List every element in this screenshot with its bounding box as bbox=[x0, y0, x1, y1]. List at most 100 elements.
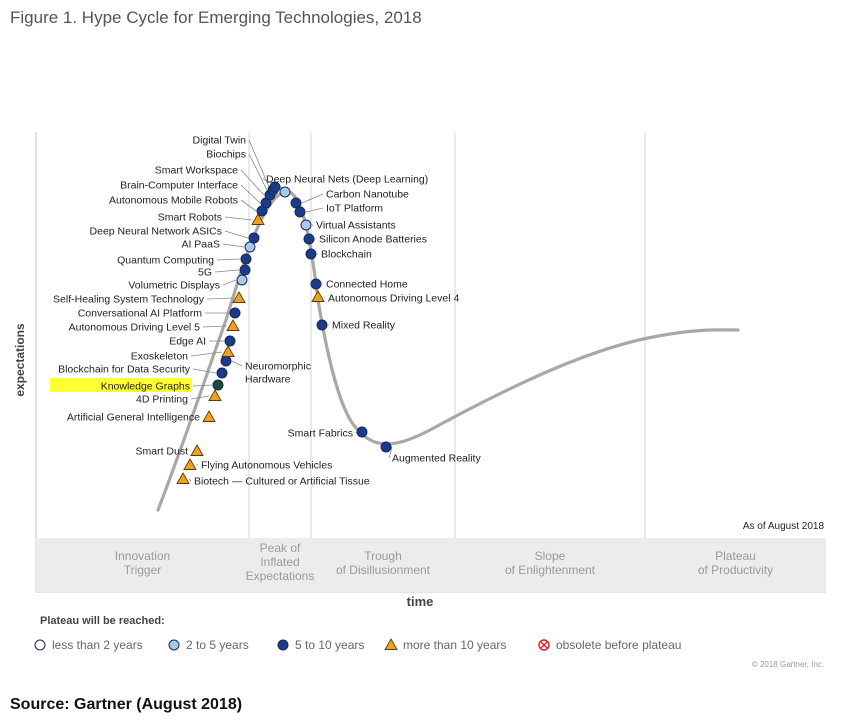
tech-label-artificial-general-intelligence: Artificial General Intelligence bbox=[67, 412, 200, 424]
phase-label-slope-of-enlightenment: Slope of Enlightenment bbox=[505, 549, 596, 577]
technology-markers bbox=[176, 181, 392, 484]
phase-band: Innovation Trigger Peak of Inflated Expectat… bbox=[36, 538, 826, 592]
tech-label-quantum-computing: Quantum Computing bbox=[117, 255, 214, 267]
leader-line bbox=[305, 207, 324, 213]
marker-smart-fabrics bbox=[356, 426, 368, 438]
legend-item-gt10: more than 10 years bbox=[384, 638, 506, 652]
marker-augmented-reality bbox=[380, 441, 392, 453]
marker-volumetric-displays bbox=[236, 274, 248, 286]
hype-curve-layer bbox=[156, 189, 740, 512]
tech-label-4d-printing: 4D Printing bbox=[136, 394, 188, 406]
marker-biotech-cultured-or-artificial-tissue bbox=[176, 472, 190, 484]
leader-line bbox=[216, 258, 241, 261]
tech-label-deep-neural-nets-deep-learning: Deep Neural Nets (Deep Learning) bbox=[266, 174, 428, 186]
leader-line bbox=[224, 216, 253, 221]
tech-label-autonomous-driving-level-5: Autonomous Driving Level 5 bbox=[69, 322, 200, 334]
marker-quantum-computing bbox=[240, 253, 252, 265]
legend-title: Plateau will be reached: bbox=[40, 615, 165, 627]
legend-label: less than 2 years bbox=[52, 638, 143, 652]
phase-band-background bbox=[36, 538, 826, 592]
tech-label-smart-workspace: Smart Workspace bbox=[155, 165, 238, 177]
legend-label: 5 to 10 years bbox=[295, 638, 364, 652]
leader-line bbox=[192, 368, 217, 374]
leader-line bbox=[202, 325, 228, 328]
marker-mixed-reality bbox=[316, 319, 328, 331]
marker-deep-neural-network-asics bbox=[248, 232, 260, 244]
tech-label-digital-twin: Digital Twin bbox=[193, 135, 247, 147]
tech-label-smart-robots: Smart Robots bbox=[158, 212, 222, 224]
marker-flying-autonomous-vehicles bbox=[183, 458, 197, 470]
leader-line bbox=[240, 184, 261, 204]
legend-symbol-triangle bbox=[384, 638, 398, 650]
leader-line bbox=[222, 279, 237, 286]
tech-label-deep-neural-network-asics: Deep Neural Network ASICs bbox=[90, 226, 222, 238]
tech-label-silicon-anode-batteries: Silicon Anode Batteries bbox=[319, 234, 427, 246]
marker-blockchain bbox=[305, 248, 317, 260]
leader-line bbox=[301, 193, 324, 204]
marker-deep-neural-nets-deep-learning bbox=[279, 186, 291, 198]
legend-symbol-circle bbox=[168, 639, 180, 651]
leader-line bbox=[388, 446, 393, 459]
hype-cycle-chart: Innovation Trigger Peak of Inflated Expectat… bbox=[13, 132, 826, 669]
tech-label-carbon-nanotube: Carbon Nanotube bbox=[326, 189, 409, 201]
marker-smart-robots bbox=[251, 213, 265, 225]
tech-label-autonomous-driving-level-4: Autonomous Driving Level 4 bbox=[328, 293, 459, 305]
source-line: Source: Gartner (August 2018) bbox=[10, 696, 243, 713]
tech-label-blockchain: Blockchain bbox=[321, 249, 372, 261]
legend-symbol-x bbox=[540, 641, 548, 649]
x-axis-label: time bbox=[407, 594, 434, 609]
marker-conversational-ai-platform bbox=[229, 307, 241, 319]
tech-label-smart-fabrics: Smart Fabrics bbox=[288, 428, 353, 440]
tech-label-blockchain-for-data-security: Blockchain for Data Security bbox=[58, 364, 191, 376]
copyright: © 2018 Gartner, Inc. bbox=[752, 660, 824, 669]
phase-label-plateau-of-productivity: Plateau of Productivity bbox=[698, 549, 773, 577]
marker-neuromorphic-hardware bbox=[220, 355, 232, 367]
legend-item-5to10: 5 to 10 years bbox=[277, 638, 364, 652]
tech-label-mixed-reality: Mixed Reality bbox=[332, 320, 396, 332]
leader-line bbox=[248, 153, 268, 191]
leader-line bbox=[240, 199, 257, 212]
tech-label-ai-paas: AI PaaS bbox=[181, 239, 220, 251]
as-of-date: As of August 2018 bbox=[743, 521, 825, 532]
leader-line bbox=[224, 230, 249, 239]
marker-autonomous-driving-level-5 bbox=[226, 319, 240, 331]
marker-smart-dust bbox=[190, 444, 204, 456]
highlight-knowledge-graphs bbox=[50, 378, 192, 392]
marker-ai-paas bbox=[244, 241, 256, 253]
legend-item-lt2: less than 2 years bbox=[34, 638, 143, 652]
marker-edge-ai bbox=[224, 335, 236, 347]
hype-curve bbox=[156, 189, 740, 512]
leader-line bbox=[222, 243, 245, 248]
phase-label-trough-of-disillusionment: Trough of Disillusionment bbox=[336, 549, 431, 577]
marker-connected-home bbox=[310, 278, 322, 290]
legend-symbol-circle bbox=[34, 639, 46, 651]
leader-line bbox=[190, 351, 223, 357]
leader-line bbox=[206, 297, 234, 300]
tech-label-connected-home: Connected Home bbox=[326, 279, 408, 291]
legend-label: 2 to 5 years bbox=[186, 638, 249, 652]
tech-label-conversational-ai-platform: Conversational AI Platform bbox=[78, 308, 203, 320]
leader-line bbox=[192, 384, 213, 387]
tech-label-brain-computer-interface: Brain-Computer Interface bbox=[120, 180, 238, 192]
legend-item-2to5: 2 to 5 years bbox=[168, 638, 249, 652]
marker-carbon-nanotube bbox=[290, 197, 302, 209]
legend-symbol-circle bbox=[277, 639, 289, 651]
legend-label: obsolete before plateau bbox=[556, 638, 681, 652]
tech-label-self-healing-system-technology: Self-Healing System Technology bbox=[53, 294, 205, 306]
tech-label-autonomous-mobile-robots: Autonomous Mobile Robots bbox=[109, 195, 238, 207]
leader-line bbox=[188, 478, 192, 482]
marker-silicon-anode-batteries bbox=[303, 233, 315, 245]
tech-label-edge-ai: Edge AI bbox=[169, 336, 206, 348]
marker-artificial-general-intelligence bbox=[202, 410, 216, 422]
tech-label-biochips: Biochips bbox=[206, 149, 246, 161]
phase-label-peak-of-inflated-expectations: Peak of Inflated Expectations bbox=[246, 541, 315, 583]
marker-digital-twin bbox=[269, 181, 281, 193]
phase-label-innovation-trigger: Innovation Trigger bbox=[115, 549, 170, 577]
legend-item-obsolete: obsolete before plateau bbox=[538, 638, 681, 652]
tech-label-iot-platform: IoT Platform bbox=[326, 203, 383, 215]
marker-exoskeleton bbox=[221, 345, 235, 357]
leader-line bbox=[248, 139, 270, 188]
tech-label-flying-autonomous-vehicles: Flying Autonomous Vehicles bbox=[201, 460, 332, 472]
marker-virtual-assistants bbox=[300, 219, 312, 231]
tech-label-neuromorphic-hardware: Neuromorphic Hardware bbox=[245, 361, 311, 386]
